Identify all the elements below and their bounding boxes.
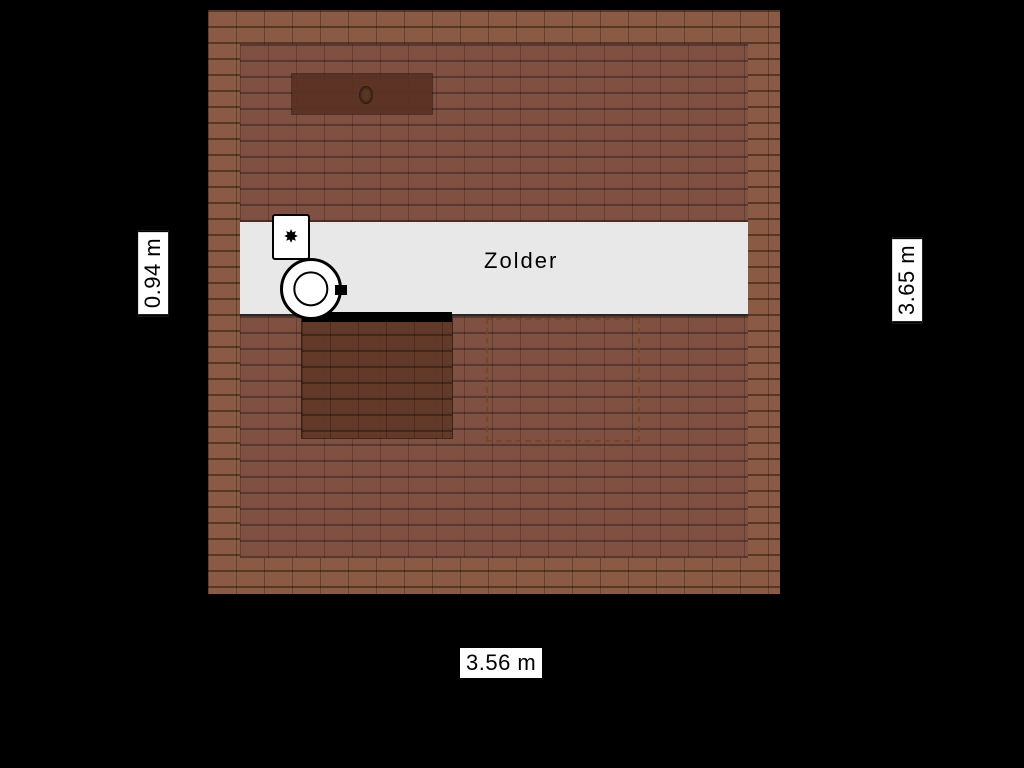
roof-slope-top (240, 44, 748, 222)
floorplan-canvas: ✸ Zolder 0.94 m 3.65 m 3.56 m (0, 0, 1024, 768)
stair-opening (486, 318, 640, 442)
washer-handle (335, 285, 347, 295)
dimension-left: 0.94 m (138, 230, 168, 316)
room-label-zolder: Zolder (484, 248, 558, 274)
roof-window (302, 318, 452, 438)
dimension-right: 3.65 m (892, 237, 922, 323)
washing-machine-icon (280, 258, 342, 320)
flame-icon: ✸ (283, 227, 298, 248)
dimension-bottom: 3.56 m (458, 648, 544, 678)
roof-vent (292, 74, 432, 114)
boiler-icon: ✸ (272, 214, 310, 260)
washer-drum (293, 271, 328, 306)
roof-vent-hole (359, 86, 373, 104)
